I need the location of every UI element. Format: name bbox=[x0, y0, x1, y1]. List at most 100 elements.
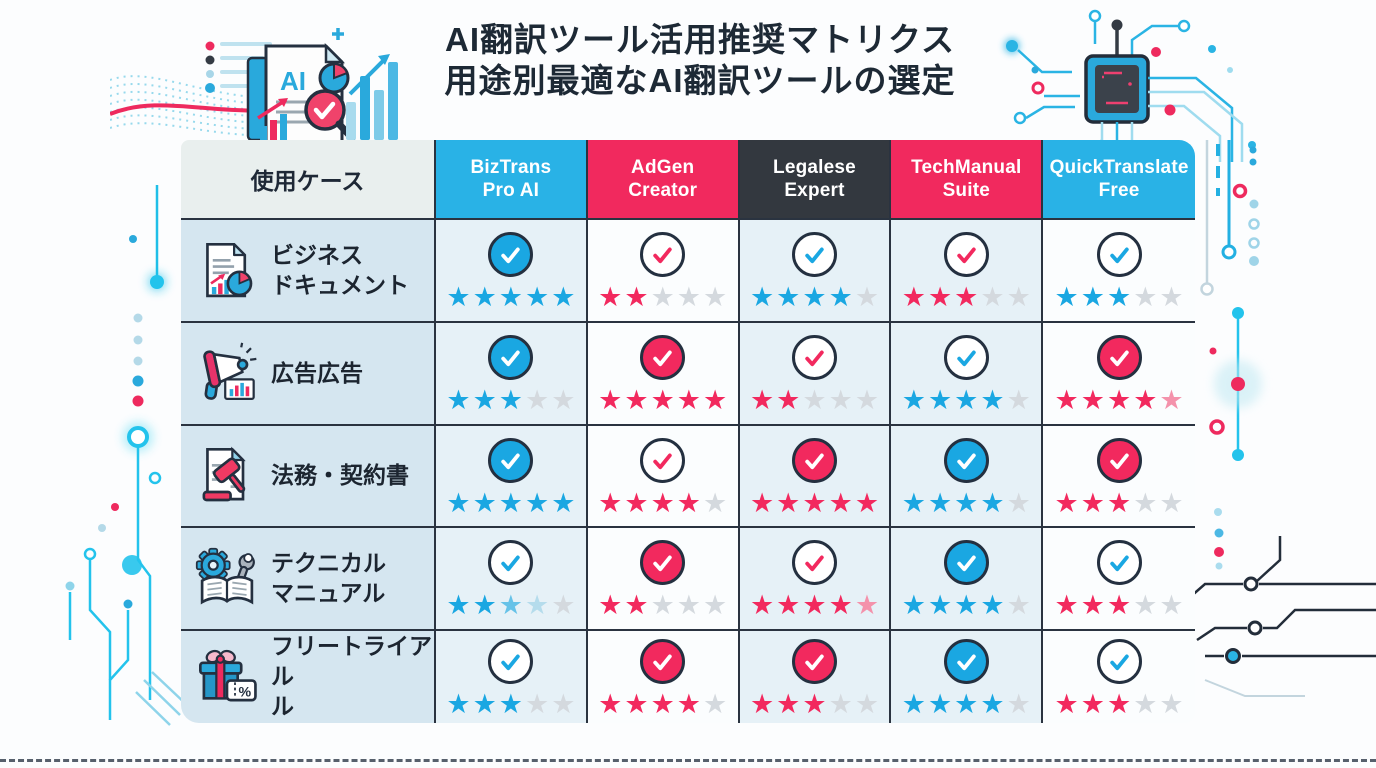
star-icon: ★ bbox=[525, 282, 550, 312]
cell-technical-manual-biztrans-pro-ai: ★ ★ ★ ★ ★ bbox=[436, 528, 588, 631]
use-case-label: フリートライアル ル bbox=[271, 633, 432, 719]
star-icon: ★ bbox=[1133, 385, 1158, 415]
use-case-legal-contracts: 法務・契約書 bbox=[181, 426, 436, 528]
cell-business-documents-techmanual-suite: ★ ★ ★ ★ ★ bbox=[891, 220, 1044, 323]
star-icon: ★ bbox=[1006, 282, 1031, 312]
use-case-free-trial: % フリートライアル ル bbox=[181, 631, 436, 723]
legal-gavel-icon bbox=[195, 444, 259, 508]
star-icon: ★ bbox=[854, 487, 880, 518]
technical-manual-icon bbox=[195, 547, 259, 611]
star-icon: ★ bbox=[525, 385, 550, 415]
check-outline-blue-icon bbox=[1096, 232, 1142, 277]
check-outline-pink-icon bbox=[640, 437, 686, 483]
cell-technical-manual-legalese-expert: ★ ★ ★ ★ ★ bbox=[739, 528, 892, 631]
check-filled-blue-icon bbox=[943, 540, 989, 585]
tool-header-quicktranslate-free: QuickTranslate Free bbox=[1043, 140, 1195, 220]
check-filled-blue-icon bbox=[488, 437, 534, 483]
star-rating: ★ ★ ★ ★ ★ bbox=[598, 688, 727, 719]
cell-free-trial-biztrans-pro-ai: ★ ★ ★ ★ ★ bbox=[436, 631, 588, 723]
cell-technical-manual-quicktranslate-free: ★ ★ ★ ★ ★ bbox=[1043, 528, 1195, 631]
check-filled-pink-icon bbox=[1096, 335, 1142, 380]
star-icon: ★ bbox=[525, 590, 550, 620]
star-icon: ★ bbox=[551, 590, 576, 620]
star-icon: ★ bbox=[624, 590, 649, 620]
star-icon: ★ bbox=[749, 282, 775, 312]
star-icon: ★ bbox=[854, 282, 880, 312]
star-rating: ★ ★ ★ ★ ★ bbox=[446, 487, 575, 518]
star-icon: ★ bbox=[472, 487, 497, 518]
business-document-icon bbox=[195, 239, 259, 303]
tool-header-adgen-creator: AdGen Creator bbox=[587, 140, 740, 220]
use-case-technical-manual: テクニカル マニュアル bbox=[181, 528, 436, 631]
check-outline-blue-icon bbox=[1096, 638, 1142, 684]
star-icon: ★ bbox=[980, 282, 1005, 312]
star-icon: ★ bbox=[828, 282, 853, 312]
cell-advertising-quicktranslate-free: ★ ★ ★ ★ ★ bbox=[1043, 323, 1195, 426]
star-icon: ★ bbox=[598, 282, 623, 312]
cell-free-trial-adgen-creator: ★ ★ ★ ★ ★ bbox=[587, 631, 740, 723]
title-line-2: 用途別最適なAI翻訳ツールの選定 bbox=[444, 61, 956, 99]
star-icon: ★ bbox=[551, 688, 576, 719]
star-icon: ★ bbox=[954, 282, 979, 312]
star-icon: ★ bbox=[980, 385, 1005, 415]
star-icon: ★ bbox=[1054, 282, 1079, 312]
star-icon: ★ bbox=[498, 487, 523, 518]
star-icon: ★ bbox=[1159, 282, 1184, 312]
star-icon: ★ bbox=[525, 487, 550, 518]
star-icon: ★ bbox=[1133, 688, 1158, 719]
star-icon: ★ bbox=[472, 688, 497, 719]
use-case-label: 広告広告 bbox=[271, 359, 363, 386]
star-icon: ★ bbox=[598, 385, 623, 415]
star-icon: ★ bbox=[598, 487, 623, 518]
star-icon: ★ bbox=[1080, 385, 1105, 415]
star-icon: ★ bbox=[828, 487, 853, 518]
star-icon: ★ bbox=[802, 688, 827, 719]
check-filled-blue-icon bbox=[943, 638, 989, 684]
star-rating: ★ ★ ★ ★ ★ bbox=[902, 690, 1031, 718]
check-outline-blue-icon bbox=[488, 540, 534, 585]
star-icon: ★ bbox=[802, 282, 827, 312]
star-icon: ★ bbox=[676, 282, 702, 312]
star-icon: ★ bbox=[1159, 590, 1184, 620]
star-icon: ★ bbox=[749, 688, 775, 719]
check-filled-pink-icon bbox=[640, 335, 686, 380]
circuit-decoration-left bbox=[65, 180, 189, 726]
star-icon: ★ bbox=[703, 385, 728, 415]
star-icon: ★ bbox=[927, 487, 953, 518]
star-icon: ★ bbox=[1054, 385, 1079, 415]
check-filled-blue-icon bbox=[943, 437, 989, 483]
use-case-label: 法務・契約書 bbox=[271, 462, 409, 489]
star-rating: ★ ★ ★ ★ ★ bbox=[902, 487, 1031, 518]
star-icon: ★ bbox=[980, 487, 1005, 518]
star-icon: ★ bbox=[676, 688, 702, 719]
star-rating: ★ ★ ★ ★ ★ bbox=[446, 387, 575, 414]
cell-legal-contracts-biztrans-pro-ai: ★ ★ ★ ★ ★ bbox=[436, 426, 588, 528]
cell-free-trial-quicktranslate-free: ★ ★ ★ ★ ★ bbox=[1043, 631, 1195, 723]
star-rating: ★ ★ ★ ★ ★ bbox=[750, 592, 879, 619]
star-rating: ★ ★ ★ ★ ★ bbox=[1055, 592, 1184, 619]
star-icon: ★ bbox=[472, 282, 497, 312]
star-icon: ★ bbox=[1006, 487, 1031, 518]
star-icon: ★ bbox=[1106, 590, 1132, 620]
star-icon: ★ bbox=[854, 590, 880, 620]
star-icon: ★ bbox=[1080, 590, 1105, 620]
star-icon: ★ bbox=[980, 590, 1005, 620]
star-rating: ★ ★ ★ ★ ★ bbox=[749, 688, 879, 719]
star-icon: ★ bbox=[446, 590, 471, 620]
svg-text:AI: AI bbox=[280, 66, 306, 96]
star-icon: ★ bbox=[954, 487, 979, 518]
star-icon: ★ bbox=[472, 590, 497, 620]
star-icon: ★ bbox=[776, 385, 801, 415]
star-icon: ★ bbox=[828, 590, 853, 620]
star-icon: ★ bbox=[1080, 282, 1105, 312]
star-icon: ★ bbox=[1159, 688, 1184, 719]
star-icon: ★ bbox=[828, 688, 853, 719]
star-icon: ★ bbox=[598, 688, 623, 719]
check-outline-blue-icon bbox=[1096, 540, 1142, 585]
star-icon: ★ bbox=[446, 688, 471, 719]
star-icon: ★ bbox=[1159, 385, 1184, 415]
star-rating: ★ ★ ★ ★ ★ bbox=[598, 284, 727, 311]
star-icon: ★ bbox=[1133, 487, 1158, 518]
star-icon: ★ bbox=[776, 487, 801, 518]
star-icon: ★ bbox=[624, 688, 649, 719]
